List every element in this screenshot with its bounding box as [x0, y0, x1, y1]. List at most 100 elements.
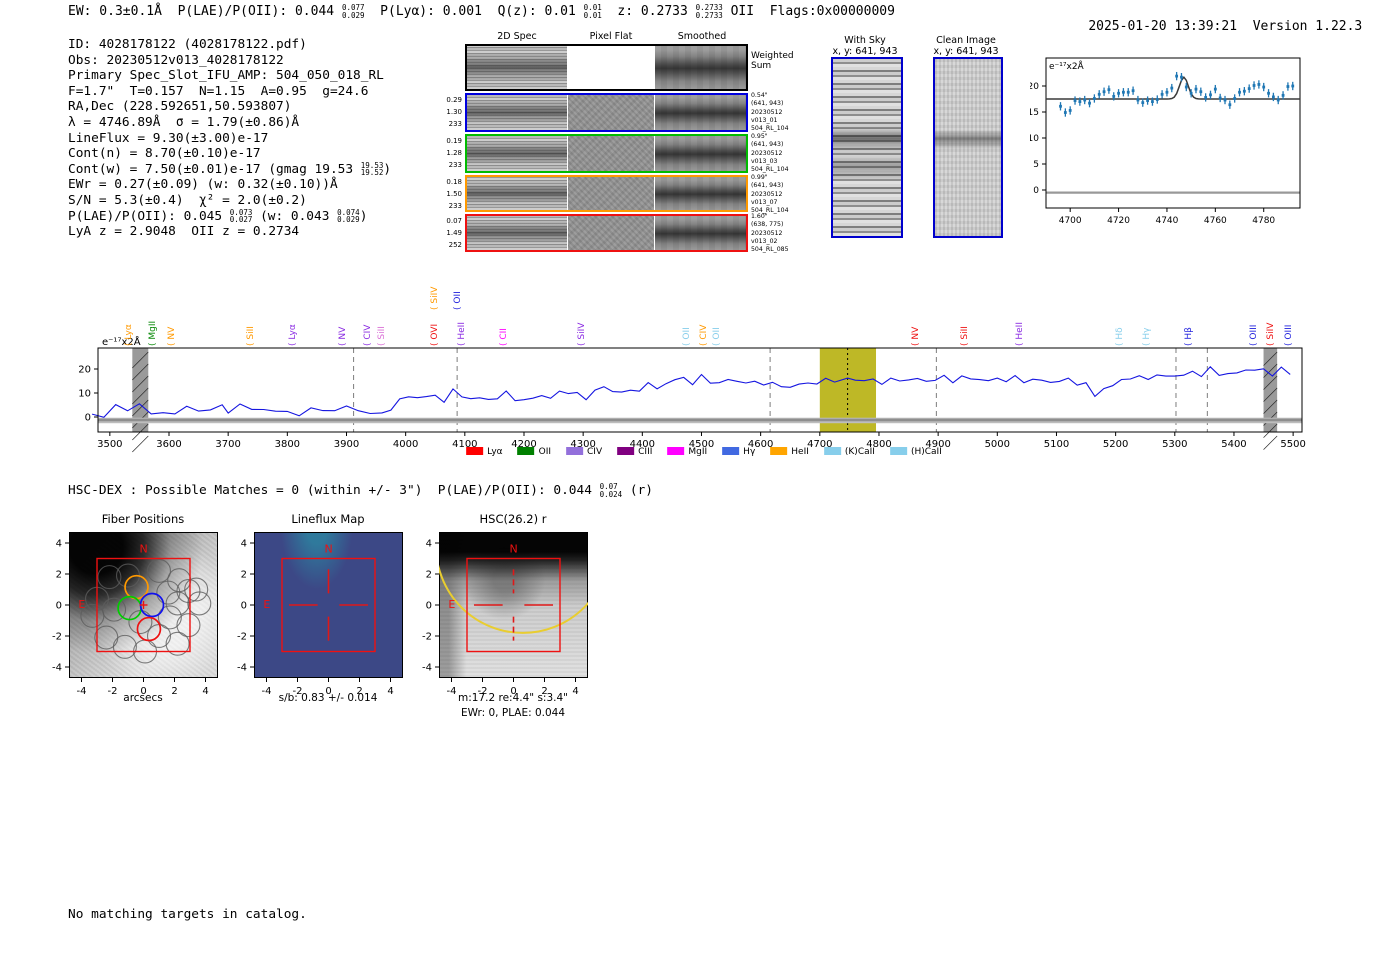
weighted-2dspec-row: [465, 44, 748, 91]
svg-text:4740: 4740: [1155, 216, 1178, 226]
lineflux-map-xlabel: s/b: 0.83 +/- 0.014: [278, 692, 378, 704]
info-line-2: Primary Spec_Slot_IFU_AMP: 504_050_018_R…: [68, 68, 391, 84]
legend-item-HeII: HeII: [770, 447, 809, 457]
header-text: EW: 0.3±0.1Å P(LAE)/P(OII): 0.044: [68, 4, 342, 19]
fiber-row-1-right-labels: 0.95" (641, 943) 20230512 v013_03 504_RL_104: [751, 133, 789, 174]
svg-text:4760: 4760: [1204, 216, 1227, 226]
svg-text:0: 0: [325, 686, 331, 697]
svg-text:4800: 4800: [866, 439, 891, 450]
with-sky-image: [831, 57, 903, 238]
info-line-8: Cont(w) = 7.50(±0.01)e-17 (gmag 19.53 19…: [68, 162, 391, 178]
svg-text:5200: 5200: [1103, 439, 1128, 450]
fiber-row-3-left-labels: 0.07 1.49 252: [446, 217, 462, 249]
svg-text:20: 20: [1030, 82, 1039, 92]
line-label-SiIV-24: ( SiIV: [1266, 322, 1277, 346]
svg-text:4300: 4300: [570, 439, 595, 450]
fiber-row-3-right-labels: 1.60" (638, 775) 20230512 v013_02 504_RL_085: [751, 213, 789, 254]
info-line-12: LyA z = 2.9048 OII z = 0.2734: [68, 224, 391, 240]
lineflux-map-image: [254, 532, 403, 678]
line-label-Hβ-22: ( Hβ: [1184, 327, 1195, 346]
svg-text:5400: 5400: [1221, 439, 1246, 450]
svg-text:3700: 3700: [215, 439, 240, 450]
col-header-2dspec: 2D Spec: [497, 31, 537, 42]
legend-swatch: [667, 447, 685, 455]
cutout-overlays: -4 -4 -2 -2 0 0 2 2 4 4 N E -4 -4 -2 -2 0 0 2 2 4 4 N E -4 -4 -2 -2…: [52, 539, 588, 697]
svg-text:4200: 4200: [511, 439, 536, 450]
fiber-positions-title: Fiber Positions: [101, 512, 185, 526]
fiber-positions-xlabel: arcsecs: [123, 692, 163, 704]
header-text: z: 0.2733: [601, 4, 696, 19]
col-header-smoothed: Smoothed: [677, 31, 727, 42]
info-line-8-text: ): [383, 161, 392, 177]
svg-text:5500: 5500: [1280, 439, 1305, 450]
svg-text:4700: 4700: [1059, 216, 1082, 226]
fiber-row-1-tile-1: [568, 136, 654, 171]
svg-text:4: 4: [572, 686, 578, 697]
svg-text:4400: 4400: [630, 439, 655, 450]
line-label-OII-16: ( OII: [712, 327, 723, 346]
svg-text:2: 2: [56, 570, 62, 581]
legend-swatch: [722, 447, 740, 455]
info-line-9: EWr = 0.27(±0.09) (w: 0.32(±0.10))Å: [68, 177, 391, 193]
svg-text:4: 4: [426, 539, 432, 550]
svg-text:5300: 5300: [1162, 439, 1187, 450]
footer-line-1: No matching targets in catalog.: [68, 907, 307, 923]
fiber-2dspec-row-0: [465, 93, 748, 132]
svg-text:-2: -2: [422, 632, 432, 643]
weighted-sum-label: Weighted Sum: [751, 51, 794, 71]
info-line-8-fraction: 19.53 19.52: [360, 160, 384, 178]
fiber-row-1-left-labels: 0.19 1.28 233: [446, 137, 462, 169]
svg-text:-4: -4: [422, 663, 432, 674]
line-label-OII-14: ( OII: [681, 327, 692, 346]
fiber-row-0-right-labels: 0.54" (641, 943) 20230512 v013_01 504_RL_104: [751, 92, 789, 133]
svg-text:0: 0: [140, 686, 146, 697]
header-text: P(Lyα): 0.001 Q(z): 0.01: [364, 4, 584, 19]
svg-text:-2: -2: [478, 686, 488, 697]
line-label-OVI-9: ( OVI: [429, 323, 440, 346]
line-label-SiII-7: ( SiII: [377, 326, 388, 346]
svg-text:4: 4: [241, 539, 247, 550]
header-datetime-version: 2025-01-20 13:39:21 Version 1.22.3: [1057, 4, 1362, 49]
fiber-row-2-tile-1: [568, 177, 654, 210]
info-line-7-text: Cont(n) = 8.70(±0.10)e-17: [68, 146, 261, 162]
svg-text:E: E: [78, 598, 85, 611]
info-line-6-text: LineFlux = 9.30(±3.00)e-17: [68, 130, 269, 146]
legend-item-Hγ: Hγ: [722, 447, 755, 457]
line-label-HeII-12: ( HeII: [457, 322, 468, 346]
fiber-row-3-tile-1: [568, 216, 654, 250]
info-line-3: F=1.7" T=0.157 N=1.15 A=0.95 g=24.6: [68, 84, 391, 100]
svg-text:2: 2: [541, 686, 547, 697]
legend-swatch: [566, 447, 584, 455]
legend-item-(H)CaII: (H)CaII: [889, 447, 942, 457]
weighted-pixelflat-image: [568, 46, 654, 89]
info-line-11-fraction: 0.074 0.029: [337, 207, 360, 225]
svg-text:4900: 4900: [925, 439, 950, 450]
info-line-11-text: (w: 0.043: [252, 208, 338, 224]
line-label-CIV-15: ( CIV: [699, 324, 710, 346]
fiber-row-3-tile-2: [655, 216, 746, 250]
report-datetime: 2025-01-20 13:39:21: [1088, 19, 1238, 34]
line-label-HeII-19: ( HeII: [1015, 322, 1026, 346]
fiber-row-2-tile-2: [655, 177, 746, 210]
svg-text:4: 4: [56, 539, 62, 550]
svg-text:2: 2: [426, 570, 432, 581]
svg-text:-4: -4: [262, 686, 272, 697]
svg-text:0: 0: [510, 686, 516, 697]
svg-text:10: 10: [1030, 134, 1039, 144]
svg-text:4: 4: [387, 686, 393, 697]
header-fraction: 0.01 0.01: [583, 3, 602, 20]
fiber-2dspec-row-2: [465, 175, 748, 212]
line-label-OIII-25: ( OIII: [1283, 324, 1294, 346]
clean-image-title: Clean Image x, y: 641, 943: [933, 35, 999, 57]
info-line-3-text: F=1.7" T=0.157 N=1.15 A=0.95 g=24.6: [68, 83, 369, 99]
svg-text:-4: -4: [237, 663, 247, 674]
svg-text:0: 0: [85, 413, 91, 424]
hsc-cutout-title: HSC(26.2) r: [479, 512, 547, 526]
fiber-row-1-tile-2: [655, 136, 746, 171]
line-label-SiIV-13: ( SiIV: [576, 322, 587, 346]
legend-swatch: [517, 447, 535, 455]
info-line-1-text: Obs: 20230512v013_4028178122: [68, 52, 284, 68]
svg-text:-2: -2: [237, 632, 247, 643]
weighted-2dspec-image: [467, 46, 567, 89]
svg-text:2: 2: [356, 686, 362, 697]
